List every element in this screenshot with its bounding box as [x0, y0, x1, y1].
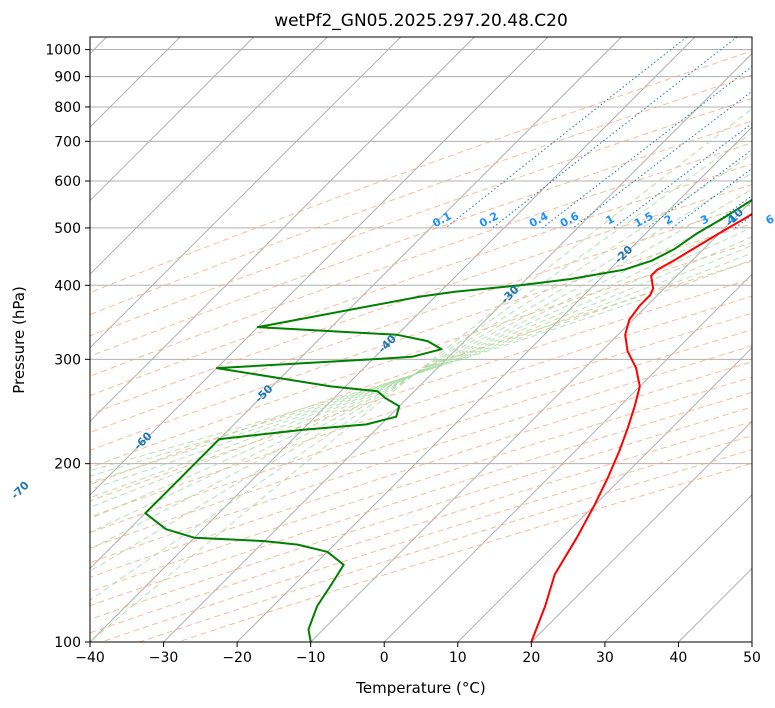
isotherm-line	[90, 37, 549, 496]
dry-adiabat	[90, 361, 752, 578]
moist-adiabat	[90, 203, 752, 520]
y-tick-label: 300	[54, 352, 81, 368]
mixing-ratio-line	[492, 37, 738, 229]
y-axis: 100 200 300 400 500 600 700 800 900 1000	[45, 43, 90, 651]
dry-adiabat	[90, 163, 752, 397]
mixing-ratio-line	[734, 214, 752, 229]
x-tick-label: 10	[449, 650, 467, 666]
dry-adiabat	[90, 97, 752, 337]
x-tick-label: 30	[596, 650, 614, 666]
dry-adiabat	[90, 329, 752, 549]
isotherm-line	[678, 567, 752, 642]
isotherm-line	[163, 52, 752, 642]
y-tick-label: 1000	[45, 43, 81, 59]
series-layer	[144, 198, 752, 642]
moist-adiabat	[90, 226, 752, 499]
y-tick-label: 700	[54, 134, 81, 150]
mixing-ratio-line	[542, 65, 752, 229]
x-tick-label: 50	[743, 650, 761, 666]
y-tick-label: 400	[54, 278, 81, 294]
isotherm-line	[751, 641, 752, 642]
dry-adiabat	[177, 462, 752, 642]
x-axis: −40 −30 −20 −10 0 10 20 30 40 50	[75, 642, 761, 666]
plot-frame	[89, 36, 753, 643]
isotherm-line	[90, 37, 475, 423]
isotherm-line	[383, 273, 752, 642]
isotherm-line	[90, 37, 255, 202]
mixing-ratio-line	[572, 90, 752, 229]
dry-adiabat	[101, 435, 752, 642]
mixing-ratio-label: 3	[698, 212, 711, 227]
x-tick-label: −40	[75, 650, 105, 666]
isotherm-line	[310, 199, 752, 642]
moist-adiabat	[90, 188, 752, 533]
dry-adiabat	[90, 120, 752, 357]
moist-adiabat	[90, 236, 752, 491]
x-tick-label: −30	[149, 650, 179, 666]
temperature-line	[530, 212, 752, 642]
dry-adiabat	[90, 184, 752, 415]
moist-adiabat	[90, 132, 752, 601]
y-tick-label: 900	[54, 70, 81, 86]
y-tick-label: 100	[54, 635, 81, 651]
dry-adiabat	[90, 142, 752, 377]
isotherm-line	[457, 347, 752, 642]
mixing-ratio-line	[445, 37, 688, 229]
isotherm-line	[90, 37, 622, 570]
y-tick-label: 200	[54, 457, 81, 473]
mixing-ratio-line	[671, 167, 752, 229]
x-axis-label: Temperature (°C)	[355, 679, 485, 697]
mixing-ratio-label: 1	[604, 212, 617, 227]
y-tick-label: 800	[54, 100, 81, 116]
moist-adiabat	[90, 172, 752, 550]
dry-adiabat	[90, 50, 752, 294]
dry-adiabat	[90, 242, 752, 469]
x-tick-label: −20	[222, 650, 252, 666]
isotherm-line	[90, 37, 696, 642]
moist-adiabat	[90, 244, 752, 483]
dewpoint-line	[144, 198, 752, 642]
y-axis-label: Pressure (hPa)	[10, 286, 28, 394]
dry-adiabat	[90, 376, 752, 593]
isotherm-line	[90, 37, 328, 275]
mixing-ratio-label: 6	[764, 212, 775, 227]
moist-adiabat	[90, 153, 752, 572]
x-tick-label: 0	[380, 650, 389, 666]
mixing-ratio-line	[613, 122, 752, 229]
x-tick-label: −10	[296, 650, 326, 666]
chart-title: wetPf2_GN05.2025.297.20.48.C20	[274, 11, 568, 31]
dry-adiabat	[90, 223, 752, 451]
isotherm-line	[90, 37, 402, 349]
grid-layer	[90, 37, 752, 642]
isotherm-label: -70	[9, 479, 32, 502]
y-tick-label: 500	[54, 221, 81, 237]
x-tick-label: 20	[522, 650, 540, 666]
mixing-ratio-label: 0.1	[430, 209, 453, 230]
x-tick-label: 40	[670, 650, 688, 666]
isotherm-line	[530, 420, 752, 642]
isotherm-line	[236, 126, 752, 642]
y-tick-label: 600	[54, 174, 81, 190]
isotherm-line	[604, 494, 752, 642]
mixing-ratio-label: 0.4	[527, 209, 551, 230]
mixing-ratio-label: 2	[662, 212, 675, 227]
isoline-labels: 0.10.20.40.611.52346810131620253036-100-…	[9, 206, 775, 502]
dry-adiabat	[90, 74, 752, 316]
